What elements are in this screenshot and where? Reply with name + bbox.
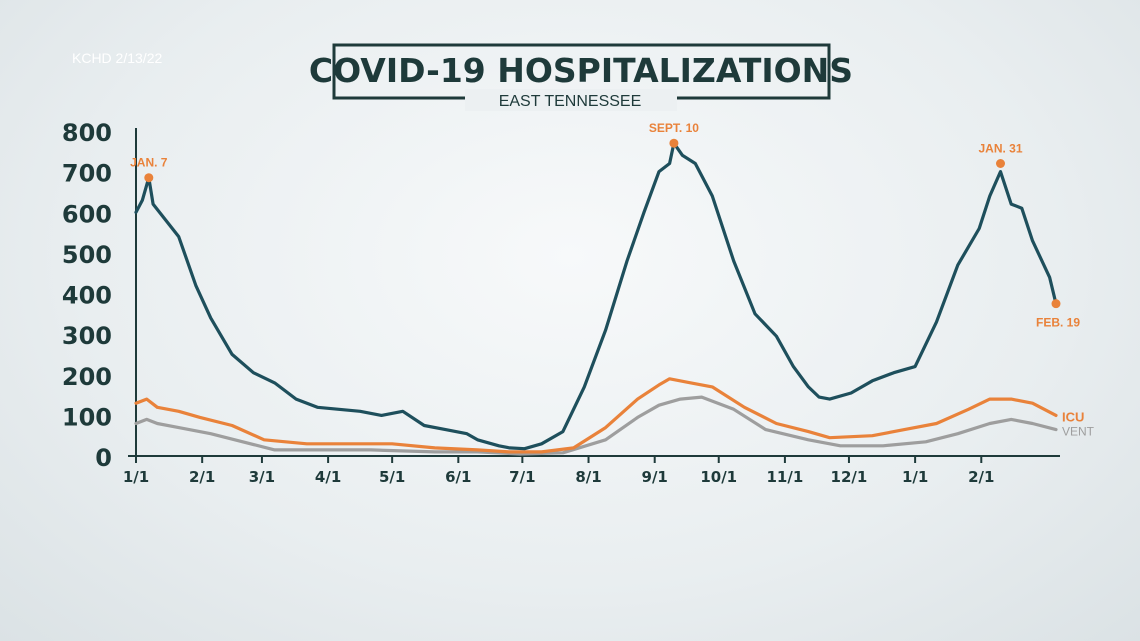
title-box: COVID-19 HOSPITALIZATIONS EAST TENNESSEE	[309, 43, 853, 111]
x-tick-label: 11/1	[767, 468, 804, 486]
y-tick-label: 300	[62, 322, 112, 350]
series-label: VENT	[1062, 425, 1095, 439]
annotation-label: JAN. 31	[978, 142, 1022, 156]
x-tick-label: 4/1	[315, 468, 341, 486]
y-tick-label: 600	[62, 200, 112, 228]
annotation-label: JAN. 7	[130, 156, 168, 170]
chart-title: COVID-19 HOSPITALIZATIONS	[309, 51, 853, 90]
chart-subtitle: EAST TENNESSEE	[499, 93, 642, 110]
y-tick-label: 500	[62, 241, 112, 269]
x-tick-label: 3/1	[249, 468, 275, 486]
x-tick-label: 1/1	[123, 468, 149, 486]
series-line	[134, 141, 1058, 451]
y-tick-label: 700	[62, 160, 112, 188]
series-line	[134, 395, 1058, 456]
series-label: ICU	[1062, 409, 1084, 424]
annotation-marker	[669, 138, 679, 148]
annotations: JAN. 7 SEPT. 10 JAN. 31 FEB. 19	[130, 121, 1080, 329]
x-tick-label: 1/1	[902, 468, 928, 486]
x-tick-label: 8/1	[575, 468, 601, 486]
y-tick-label: 800	[62, 119, 112, 147]
x-tick-label: 9/1	[642, 468, 668, 486]
annotation-label: SEPT. 10	[649, 121, 699, 135]
y-tick-label: 400	[62, 282, 112, 310]
x-tick-label: 6/1	[445, 468, 471, 486]
series-lines	[134, 141, 1058, 456]
x-tick-label: 10/1	[700, 468, 737, 486]
x-tick-label: 12/1	[831, 468, 868, 486]
y-tick-label: 200	[62, 363, 112, 391]
y-tick-label: 0	[95, 444, 112, 472]
annotation-label: FEB. 19	[1036, 316, 1080, 330]
y-tick-labels: 0 100 200 300 400 500 600 700 800	[62, 119, 112, 472]
series-line	[134, 377, 1058, 454]
annotation-marker	[144, 173, 154, 183]
x-tick-label: 2/1	[968, 468, 994, 486]
annotation-marker	[1051, 299, 1061, 309]
x-tick-label: 5/1	[379, 468, 405, 486]
x-tick-label: 7/1	[509, 468, 535, 486]
source-label: KCHD 2/13/22	[72, 50, 162, 66]
y-tick-label: 100	[62, 403, 112, 431]
annotation-marker	[996, 159, 1006, 168]
x-tick-labels: 1/1 2/1 3/1 4/1 5/1 6/1 7/1 8/1 9/1 10/1 11/1 12/1 1…	[123, 456, 994, 486]
x-tick-label: 2/1	[189, 468, 215, 486]
